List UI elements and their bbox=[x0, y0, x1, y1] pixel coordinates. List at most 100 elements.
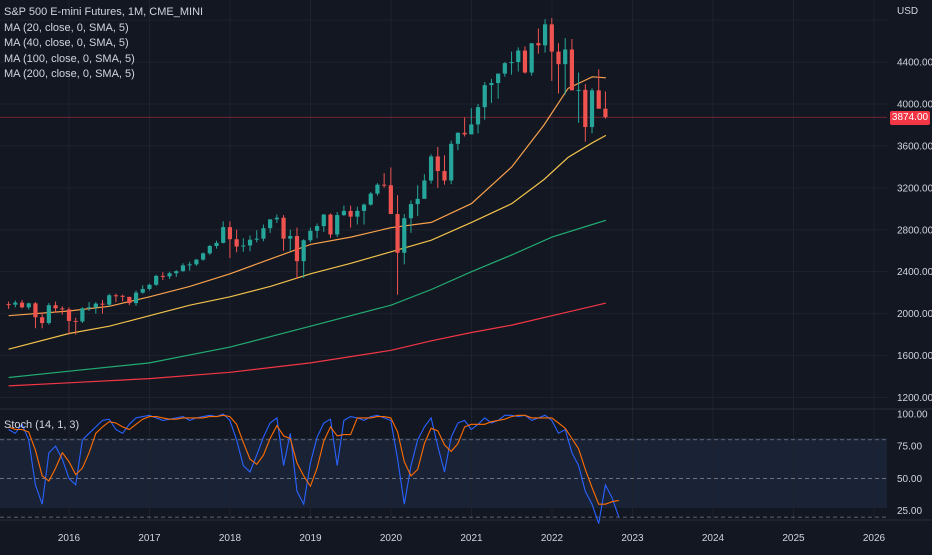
candle-body[interactable] bbox=[496, 73, 501, 84]
candle-body[interactable] bbox=[294, 236, 300, 262]
candle-body[interactable] bbox=[308, 230, 313, 241]
candle-body[interactable] bbox=[368, 193, 373, 205]
candle-body[interactable] bbox=[19, 302, 25, 308]
candle-body[interactable] bbox=[73, 320, 78, 322]
candle-body[interactable] bbox=[509, 62, 514, 64]
candle-body[interactable] bbox=[482, 85, 487, 108]
candle-body[interactable] bbox=[221, 227, 226, 243]
candle-body[interactable] bbox=[415, 198, 420, 205]
candle-body[interactable] bbox=[516, 50, 521, 63]
candle-body[interactable] bbox=[241, 245, 246, 247]
candle-body[interactable] bbox=[46, 305, 51, 324]
candle-body[interactable] bbox=[100, 303, 105, 305]
candle-body[interactable] bbox=[86, 307, 92, 309]
candle-body[interactable] bbox=[154, 275, 159, 285]
candle-body[interactable] bbox=[402, 218, 407, 253]
candle-body[interactable] bbox=[449, 143, 454, 181]
candle-body[interactable] bbox=[455, 132, 461, 144]
candle-body[interactable] bbox=[53, 305, 58, 309]
candle-body[interactable] bbox=[395, 214, 400, 253]
candle-body[interactable] bbox=[589, 90, 595, 128]
candle-body[interactable] bbox=[140, 288, 145, 293]
symbol-title[interactable]: S&P 500 E-mini Futures, 1M, CME_MINI bbox=[4, 6, 204, 18]
candle-body[interactable] bbox=[435, 156, 440, 172]
candle-body[interactable] bbox=[335, 215, 340, 235]
candle-body[interactable] bbox=[13, 302, 18, 305]
candle-body[interactable] bbox=[107, 295, 112, 305]
candle-body[interactable] bbox=[341, 210, 347, 216]
candle-body[interactable] bbox=[442, 171, 447, 181]
candle-body[interactable] bbox=[489, 83, 494, 86]
ma20-legend[interactable]: MA (20, close, 0, SMA, 5) bbox=[4, 21, 129, 34]
candle-body[interactable] bbox=[268, 219, 273, 229]
candle-body[interactable] bbox=[529, 43, 534, 73]
candle-body[interactable] bbox=[80, 308, 85, 322]
candle-body[interactable] bbox=[120, 295, 125, 297]
candle-body[interactable] bbox=[261, 228, 266, 239]
candlesticks[interactable] bbox=[6, 18, 608, 335]
candle-body[interactable] bbox=[147, 284, 152, 289]
candle-body[interactable] bbox=[328, 214, 333, 235]
candle-body[interactable] bbox=[422, 180, 427, 199]
candle-body[interactable] bbox=[66, 309, 72, 321]
candle-body[interactable] bbox=[348, 210, 353, 217]
candle-body[interactable] bbox=[549, 24, 554, 52]
candle-body[interactable] bbox=[536, 43, 541, 46]
candle-body[interactable] bbox=[254, 238, 259, 240]
stoch-legend[interactable]: Stoch (14, 1, 3) bbox=[4, 419, 80, 431]
candle-body[interactable] bbox=[274, 217, 279, 220]
candle-body[interactable] bbox=[93, 303, 98, 308]
ma40-line bbox=[8, 134, 607, 350]
candle-body[interactable] bbox=[375, 184, 380, 194]
candle-body[interactable] bbox=[207, 246, 212, 254]
candle-body[interactable] bbox=[428, 156, 434, 181]
ma40-legend[interactable]: MA (40, close, 0, SMA, 5) bbox=[4, 37, 129, 49]
candle-body[interactable] bbox=[40, 317, 45, 324]
ma200-legend[interactable]: MA (200, close, 0, SMA, 5) bbox=[4, 68, 135, 80]
candle-body[interactable] bbox=[475, 107, 481, 125]
candle-body[interactable] bbox=[502, 63, 507, 74]
candle-body[interactable] bbox=[113, 295, 119, 297]
candle-body[interactable] bbox=[26, 303, 31, 308]
candle-body[interactable] bbox=[321, 214, 326, 227]
candle-body[interactable] bbox=[214, 242, 219, 247]
candle-body[interactable] bbox=[462, 132, 467, 135]
candle-body[interactable] bbox=[174, 271, 179, 274]
candle-body[interactable] bbox=[603, 108, 608, 118]
candle-body[interactable] bbox=[33, 303, 38, 318]
candle-body[interactable] bbox=[576, 89, 581, 91]
candle-body[interactable] bbox=[200, 253, 206, 260]
candle-body[interactable] bbox=[60, 308, 65, 310]
candle-body[interactable] bbox=[569, 49, 574, 91]
candle-body[interactable] bbox=[194, 259, 199, 265]
candle-body[interactable] bbox=[247, 239, 253, 246]
candle-body[interactable] bbox=[596, 90, 601, 109]
candle-body[interactable] bbox=[127, 296, 132, 304]
candle-body[interactable] bbox=[542, 24, 548, 46]
candle-body[interactable] bbox=[234, 239, 239, 247]
candle-body[interactable] bbox=[522, 50, 528, 73]
candle-body[interactable] bbox=[187, 264, 192, 266]
candle-body[interactable] bbox=[180, 265, 186, 272]
candle-body[interactable] bbox=[382, 184, 387, 186]
candle-body[interactable] bbox=[583, 89, 588, 128]
candle-body[interactable] bbox=[408, 204, 414, 219]
candle-body[interactable] bbox=[361, 204, 367, 211]
candle-body[interactable] bbox=[301, 240, 306, 262]
candle-body[interactable] bbox=[133, 292, 139, 304]
candle-body[interactable] bbox=[6, 304, 11, 306]
ma100-legend[interactable]: MA (100, close, 0, SMA, 5) bbox=[4, 52, 135, 65]
candle-body[interactable] bbox=[563, 49, 568, 65]
candle-body[interactable] bbox=[556, 51, 561, 65]
candle-body[interactable] bbox=[160, 275, 165, 277]
candle-body[interactable] bbox=[288, 236, 293, 239]
candle-body[interactable] bbox=[314, 226, 320, 231]
candle-body[interactable] bbox=[355, 210, 360, 217]
candle-body[interactable] bbox=[469, 124, 474, 135]
candle-body[interactable] bbox=[227, 227, 233, 240]
candle-body[interactable] bbox=[388, 185, 393, 215]
candle-body[interactable] bbox=[281, 217, 286, 239]
candle-body[interactable] bbox=[167, 273, 172, 277]
